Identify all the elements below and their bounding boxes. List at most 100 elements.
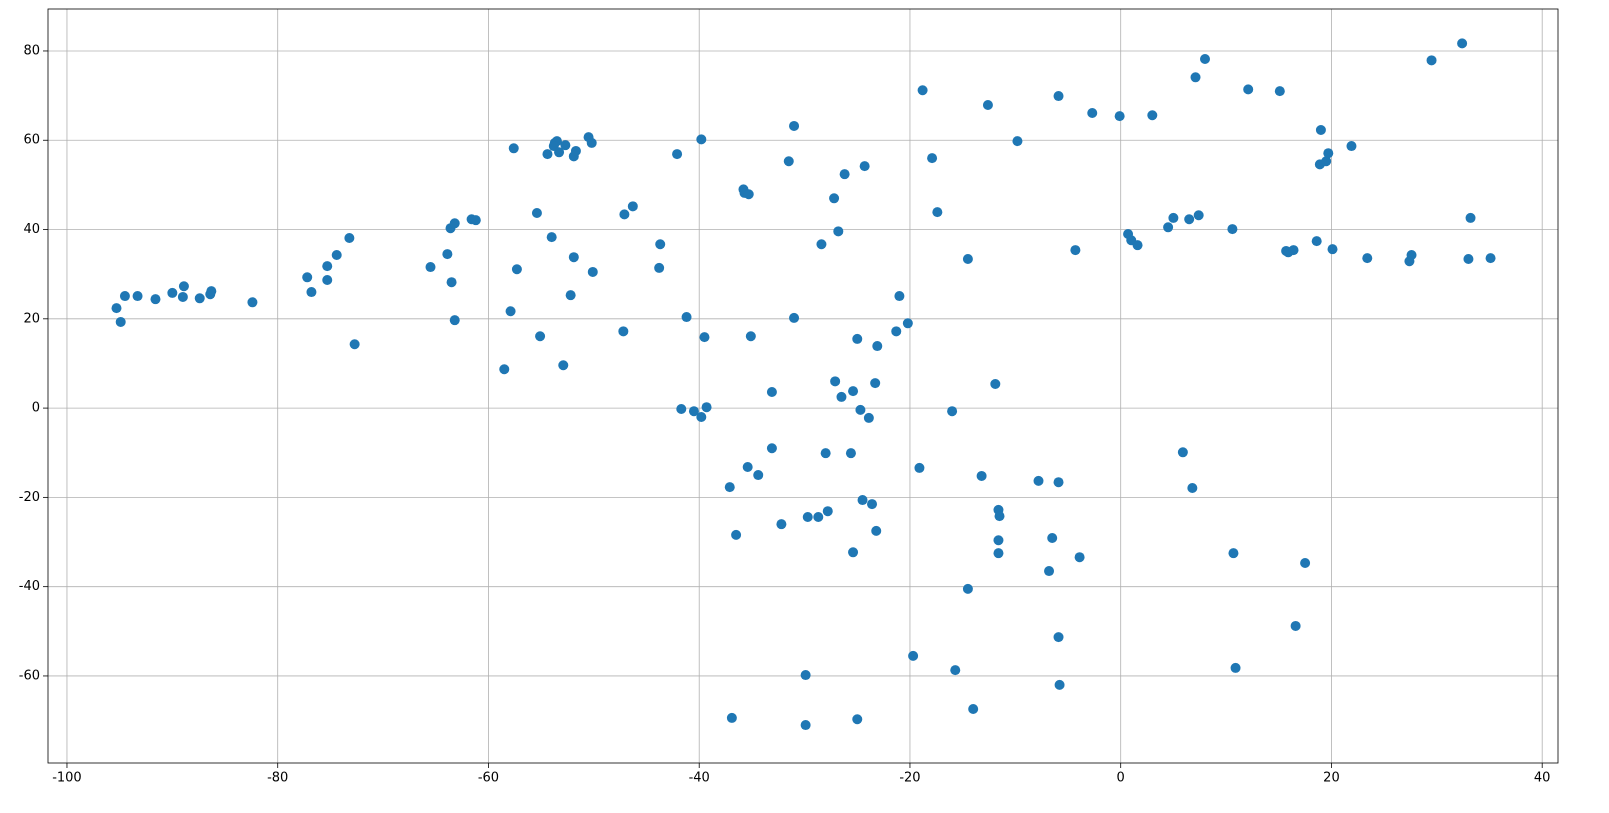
point — [927, 153, 938, 164]
point — [1012, 136, 1023, 147]
point — [813, 512, 824, 523]
point — [1274, 86, 1285, 97]
point — [115, 316, 126, 327]
point — [743, 189, 754, 200]
point — [863, 412, 874, 423]
y-tick-label: -60 — [19, 668, 40, 683]
point — [119, 291, 130, 302]
point — [322, 261, 333, 272]
point — [1184, 214, 1195, 225]
point — [993, 535, 1004, 546]
point — [1228, 548, 1239, 559]
point — [150, 294, 161, 305]
point — [1346, 141, 1357, 152]
point — [1053, 91, 1064, 102]
point — [1227, 224, 1238, 235]
point — [655, 239, 666, 250]
point — [542, 149, 553, 160]
point — [917, 85, 928, 96]
point — [833, 226, 844, 237]
point — [1047, 533, 1058, 544]
point — [982, 99, 993, 110]
point — [789, 120, 800, 131]
point — [586, 137, 597, 148]
point — [558, 360, 569, 371]
y-tick-label: -20 — [19, 490, 40, 505]
point — [1290, 620, 1301, 631]
point — [872, 341, 883, 352]
x-tick-label: -100 — [52, 771, 82, 786]
point — [1087, 108, 1098, 119]
x-tick-label: -60 — [478, 771, 499, 786]
y-tick-label: -40 — [19, 579, 40, 594]
point — [1362, 253, 1373, 264]
point — [531, 208, 542, 219]
point — [322, 274, 333, 285]
point — [331, 249, 342, 260]
y-tick-label: 40 — [23, 222, 40, 237]
point — [676, 403, 687, 414]
point — [845, 448, 856, 459]
point — [508, 143, 519, 154]
point — [1132, 240, 1143, 251]
points — [111, 38, 1496, 731]
point — [446, 277, 457, 288]
point — [177, 291, 188, 302]
point — [1053, 477, 1064, 488]
point — [724, 482, 735, 493]
point — [1288, 245, 1299, 256]
point — [1054, 679, 1065, 690]
x-tick-label: -40 — [689, 771, 710, 786]
y-tick-label: 0 — [32, 401, 40, 416]
point — [1168, 212, 1179, 223]
point — [696, 134, 707, 145]
point — [546, 232, 557, 243]
point — [1311, 236, 1322, 247]
point — [1406, 249, 1417, 260]
point — [1114, 111, 1125, 122]
point — [902, 318, 913, 329]
point — [822, 506, 833, 517]
point — [829, 193, 840, 204]
point — [816, 239, 827, 250]
point — [449, 218, 460, 229]
point — [800, 720, 811, 731]
point — [565, 290, 576, 301]
point — [745, 331, 756, 342]
y-tick-label: 20 — [23, 311, 40, 326]
point — [1315, 124, 1326, 135]
point — [947, 406, 958, 417]
point — [306, 287, 317, 298]
point — [839, 169, 850, 180]
point — [1190, 72, 1201, 83]
point — [1147, 110, 1158, 121]
point — [627, 201, 638, 212]
point — [1187, 483, 1198, 494]
point — [950, 665, 961, 676]
ticks: -100 -80 -60 -40 -20 0 20 40 -60 -40 -20 0 20 40 60 80 — [19, 43, 1551, 785]
x-tick-label: -20 — [899, 771, 920, 786]
point — [699, 332, 710, 343]
point — [867, 499, 878, 510]
point — [894, 291, 905, 302]
point — [1044, 566, 1055, 577]
point — [470, 215, 481, 226]
point — [976, 470, 987, 481]
point — [1070, 245, 1081, 256]
y-tick-label: 80 — [23, 43, 40, 58]
point — [654, 262, 665, 273]
point — [766, 387, 777, 398]
grid — [48, 9, 1558, 763]
point — [1053, 632, 1064, 643]
point — [681, 312, 692, 323]
point — [688, 406, 699, 417]
point — [672, 149, 683, 160]
point — [789, 312, 800, 323]
point — [194, 293, 205, 304]
point — [968, 703, 979, 714]
x-tick-label: 20 — [1323, 771, 1340, 786]
point — [962, 583, 973, 594]
point — [848, 386, 859, 397]
point — [993, 548, 1004, 559]
point — [1230, 662, 1241, 673]
